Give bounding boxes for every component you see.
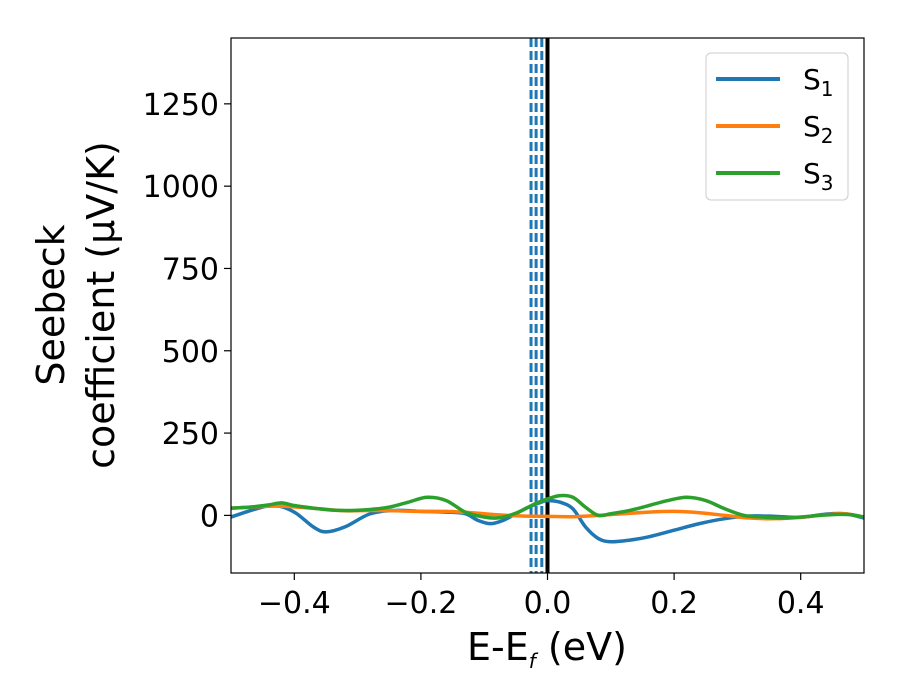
legend-label-s3: S3 [803, 157, 834, 195]
x-axis-title: E-Ef (eV) [467, 625, 627, 673]
y-tick-label: 0 [200, 499, 219, 534]
y-tick-label: 250 [162, 417, 219, 452]
x-axis: −0.4 −0.2 0.0 0.2 0.4 [258, 573, 825, 621]
x-tick-label: −0.2 [384, 586, 457, 621]
legend: S1 S2 S3 [705, 52, 849, 201]
y-tick-label: 500 [162, 335, 219, 370]
y-axis: 0 250 500 750 1000 1250 [143, 88, 231, 534]
series-lines [231, 493, 864, 544]
y-tick-label: 750 [162, 252, 219, 287]
x-tick-label: 0.2 [650, 586, 698, 621]
x-tick-label: −0.4 [258, 586, 331, 621]
x-tick-label: 0.0 [524, 586, 572, 621]
vertical-lines [529, 38, 550, 573]
y-tick-label: 1250 [143, 88, 219, 123]
x-tick-label: 0.4 [777, 586, 825, 621]
series-line-s3 [231, 493, 864, 520]
y-axis-title: Seebeck [29, 224, 73, 385]
y-tick-label: 1000 [143, 170, 219, 205]
legend-label-s2: S2 [803, 110, 834, 148]
legend-label-s1: S1 [803, 63, 834, 101]
y-axis-title-line2: coefficient (μV/K) [79, 141, 123, 469]
